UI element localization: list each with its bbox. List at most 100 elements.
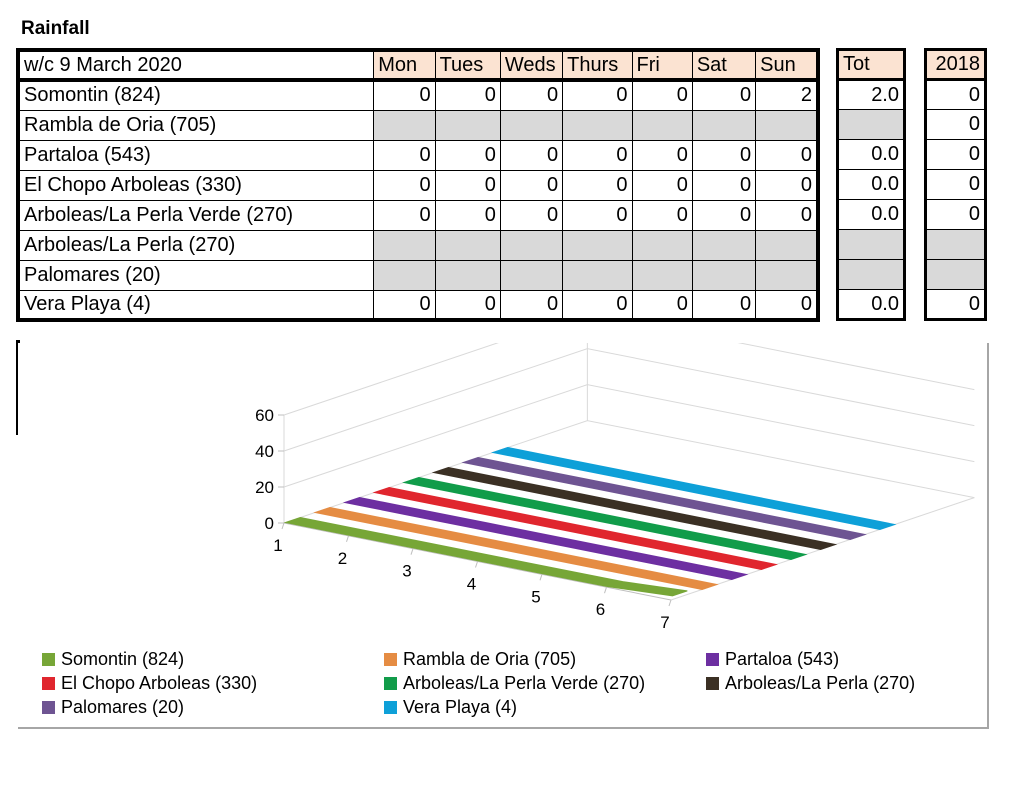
day-value-cell bbox=[373, 229, 436, 261]
total-cell bbox=[837, 109, 905, 140]
y-tick-label: 60 bbox=[255, 406, 274, 425]
rainfall-chart: 0 20 40 60 1 2 3 4 5 6 7 Somontin (824) Rambla de O… bbox=[18, 343, 989, 729]
year-cell bbox=[925, 229, 986, 260]
station-name: Rambla de Oria (705) bbox=[17, 109, 375, 141]
day-value-cell: 0 bbox=[499, 139, 564, 171]
total-cell: 0.0 bbox=[837, 289, 905, 320]
day-value-cell: 0 bbox=[562, 289, 633, 321]
x-tick bbox=[604, 587, 607, 594]
day-value-cell bbox=[499, 229, 564, 261]
table-row: Somontin (824) 0 0 0 0 0 0 2 bbox=[17, 79, 819, 111]
legend-label: Palomares (20) bbox=[61, 697, 185, 717]
year-cell bbox=[925, 259, 986, 290]
year-cell: 0 bbox=[925, 79, 986, 110]
station-name: Arboleas/La Perla Verde (270) bbox=[17, 199, 375, 231]
series-line bbox=[402, 476, 808, 561]
tot-header: Tot bbox=[837, 49, 905, 81]
legend-item: Partaloa (543) bbox=[706, 649, 839, 670]
page-title: Rainfall bbox=[21, 18, 90, 39]
station-name: Arboleas/La Perla (270) bbox=[17, 229, 375, 261]
total-cell: 0.0 bbox=[837, 199, 905, 230]
series-line bbox=[283, 516, 688, 597]
day-value-cell: 0 bbox=[562, 169, 633, 201]
day-header: Sun bbox=[755, 49, 819, 82]
day-header: Mon bbox=[373, 49, 436, 82]
day-header: Tues bbox=[434, 49, 501, 82]
day-value-cell: 0 bbox=[755, 169, 819, 201]
gridline bbox=[283, 343, 975, 416]
day-value-cell: 0 bbox=[631, 289, 693, 321]
day-value-cell: 0 bbox=[499, 169, 564, 201]
day-value-cell bbox=[631, 109, 693, 141]
legend-label: Rambla de Oria (705) bbox=[403, 649, 577, 669]
day-value-cell: 0 bbox=[755, 289, 819, 321]
gridline bbox=[283, 348, 975, 452]
legend-swatch bbox=[42, 701, 55, 714]
day-value-cell: 0 bbox=[373, 139, 436, 171]
day-value-cell: 0 bbox=[499, 79, 564, 111]
day-value-cell: 0 bbox=[434, 199, 501, 231]
x-tick bbox=[410, 548, 414, 555]
x-tick-label: 4 bbox=[467, 575, 476, 594]
day-value-cell bbox=[434, 229, 501, 261]
day-value-cell bbox=[562, 109, 633, 141]
station-name: El Chopo Arboleas (330) bbox=[17, 169, 375, 201]
series-line bbox=[431, 466, 838, 551]
day-value-cell bbox=[691, 109, 757, 141]
table-row: Arboleas/La Perla Verde (270) 0 0 0 0 0 0 0 bbox=[17, 199, 819, 231]
x-tick bbox=[668, 599, 672, 607]
day-value-cell: 0 bbox=[434, 79, 501, 111]
table-row: Partaloa (543) 0 0 0 0 0 0 0 bbox=[17, 139, 819, 171]
legend-item: Rambla de Oria (705) bbox=[384, 649, 576, 670]
day-value-cell: 0 bbox=[631, 79, 693, 111]
day-value-cell bbox=[562, 259, 633, 291]
legend-swatch bbox=[42, 653, 55, 666]
day-value-cell: 0 bbox=[373, 289, 436, 321]
table-row: Rambla de Oria (705) bbox=[17, 109, 819, 141]
day-value-cell bbox=[755, 109, 819, 141]
day-value-cell bbox=[434, 109, 501, 141]
year-cell: 0 bbox=[925, 289, 986, 320]
day-value-cell bbox=[755, 229, 819, 261]
legend-item: Arboleas/La Perla Verde (270) bbox=[384, 673, 645, 694]
legend-swatch bbox=[384, 701, 397, 714]
series-line bbox=[490, 446, 897, 531]
legend-item: Somontin (824) bbox=[42, 649, 184, 670]
chart-plot: 0 20 40 60 1 2 3 4 5 6 7 bbox=[255, 343, 975, 632]
year-header: 2018 bbox=[925, 49, 986, 81]
header-row: w/c 9 March 2020 Mon Tues Weds Thurs Fri… bbox=[17, 49, 819, 82]
day-value-cell: 0 bbox=[434, 289, 501, 321]
y-tick-label: 20 bbox=[255, 478, 274, 497]
day-value-cell: 0 bbox=[631, 199, 693, 231]
x-tick-label: 2 bbox=[338, 549, 347, 568]
x-tick bbox=[281, 522, 285, 530]
year-cell: 0 bbox=[925, 139, 986, 170]
x-tick bbox=[475, 561, 478, 568]
day-value-cell: 0 bbox=[562, 139, 633, 171]
legend-swatch bbox=[706, 653, 719, 666]
y-tick-label: 0 bbox=[265, 514, 274, 533]
legend-label: Arboleas/La Perla Verde (270) bbox=[403, 673, 646, 693]
station-name: Partaloa (543) bbox=[17, 139, 375, 171]
day-value-cell: 0 bbox=[499, 199, 564, 231]
total-cell: 0.0 bbox=[837, 169, 905, 200]
day-value-cell: 0 bbox=[373, 169, 436, 201]
legend-item: Palomares (20) bbox=[42, 697, 184, 718]
series-line bbox=[342, 496, 749, 581]
total-cell bbox=[837, 229, 905, 260]
day-value-cell bbox=[434, 259, 501, 291]
station-name: Somontin (824) bbox=[17, 79, 375, 111]
x-tick-label: 1 bbox=[273, 536, 282, 555]
series-line bbox=[372, 486, 779, 571]
x-tick bbox=[346, 535, 349, 542]
week-header: w/c 9 March 2020 bbox=[17, 49, 375, 82]
x-tick-label: 5 bbox=[531, 587, 540, 606]
legend-swatch bbox=[384, 677, 397, 690]
legend-item: Arboleas/La Perla (270) bbox=[706, 673, 915, 694]
day-value-cell: 0 bbox=[691, 139, 757, 171]
day-value-cell bbox=[631, 229, 693, 261]
legend-item: Vera Playa (4) bbox=[384, 697, 517, 718]
year-cell: 0 bbox=[925, 169, 986, 200]
total-cell bbox=[837, 259, 905, 290]
series-line bbox=[461, 456, 867, 541]
